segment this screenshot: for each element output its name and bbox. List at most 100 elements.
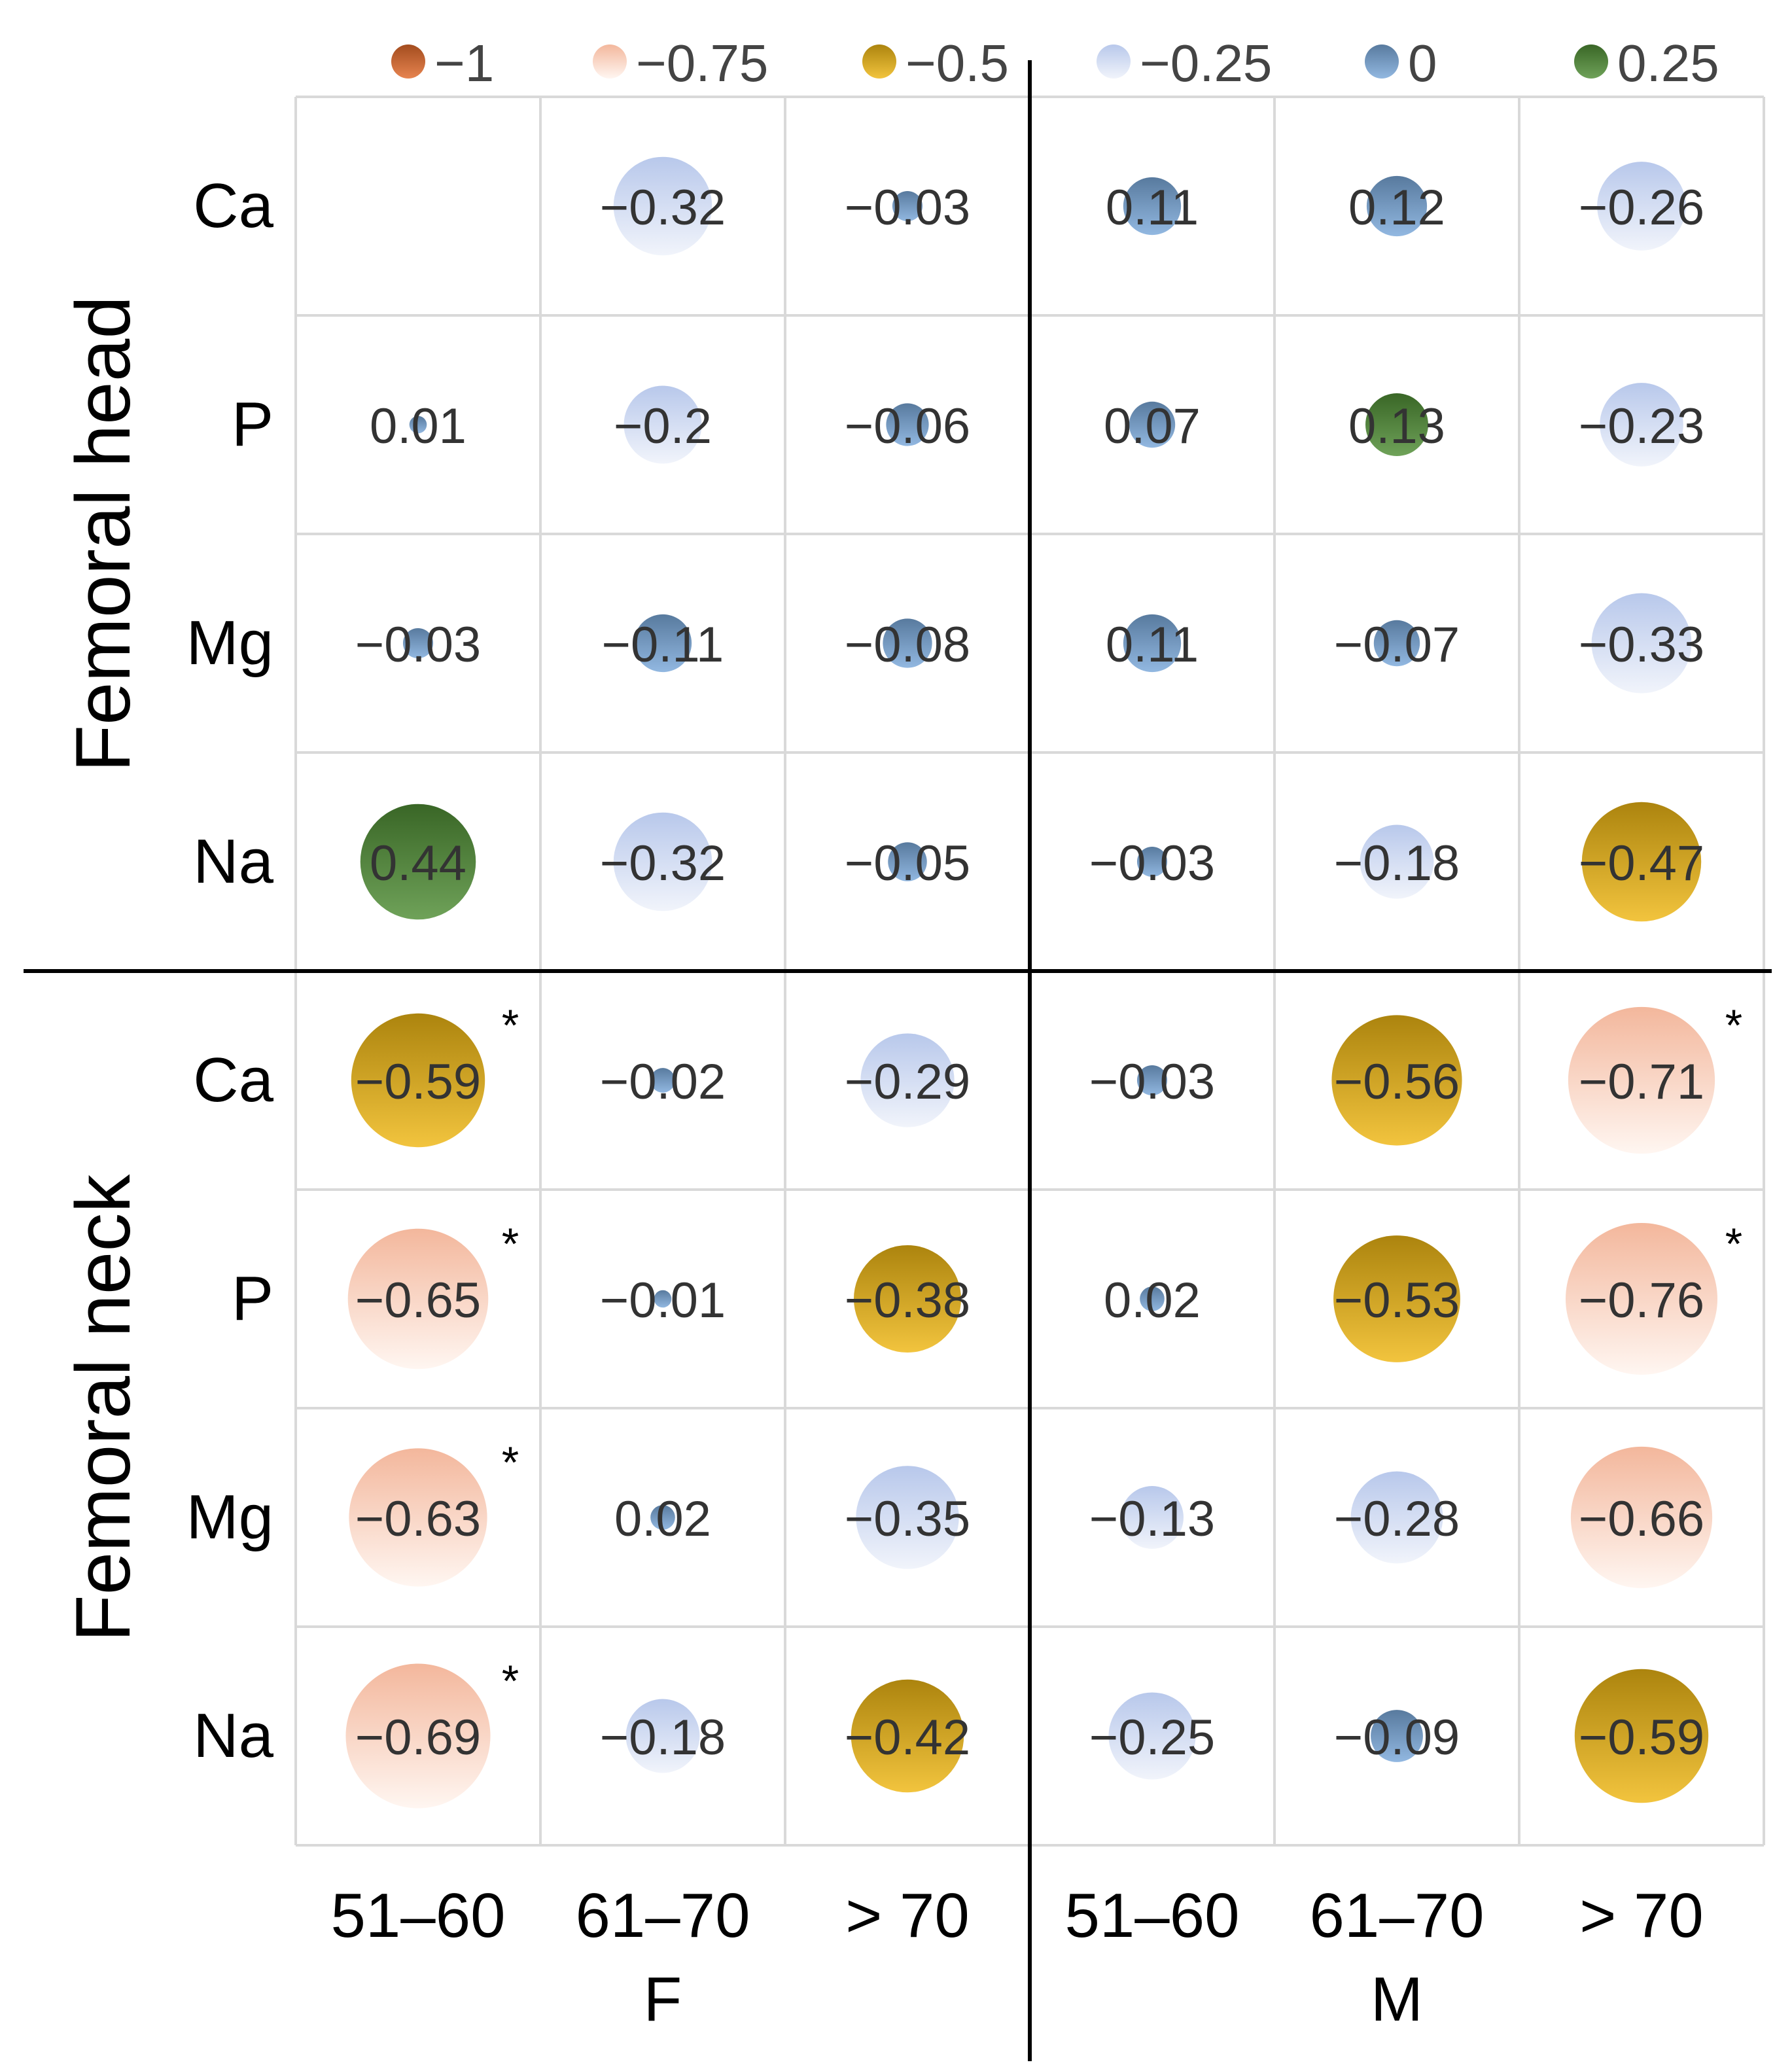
row-label-p: P <box>232 1264 273 1334</box>
column-group-label-f: F <box>644 1964 682 2034</box>
row-label-mg: Mg <box>186 1482 273 1552</box>
bubble <box>1350 1471 1443 1564</box>
cell-value-label: −0.47 <box>1579 836 1704 891</box>
cell-value-label: −0.08 <box>845 617 970 673</box>
bubble <box>1121 1486 1184 1549</box>
cell-value-label: 0.11 <box>1106 617 1199 673</box>
bubble <box>886 403 929 446</box>
cell-value-label: −0.71 <box>1579 1054 1704 1110</box>
bubble <box>1331 1015 1462 1146</box>
cell-value-label: −0.76 <box>1579 1273 1704 1328</box>
bubble <box>1371 1710 1423 1762</box>
cell-value-label: −0.02 <box>600 1054 726 1110</box>
cell-value-label: −0.25 <box>1089 1710 1215 1765</box>
cell-value-label: −0.42 <box>845 1710 970 1765</box>
legend-label: −0.75 <box>636 34 768 92</box>
column-label-61-70: 61–70 <box>1310 1881 1485 1951</box>
bubble <box>1360 824 1434 899</box>
bubble <box>633 614 692 673</box>
group-dividers <box>24 60 1772 2061</box>
bubble <box>351 1013 485 1148</box>
row-group-label-femoral-head: Femoral head <box>60 296 147 772</box>
cell-value-label: −0.03 <box>1089 836 1215 891</box>
cell-value-label: −0.69 <box>355 1710 481 1765</box>
cell-value-label: −0.23 <box>1579 398 1704 454</box>
labels-layer: −0.32 −0.03 0.11 0.12 −0.26 0.01 −0.2 −0.06 0.07… <box>60 171 1742 2034</box>
cell-value-label: 0.11 <box>1106 180 1199 236</box>
significance-marker: * <box>502 1438 519 1487</box>
bubble <box>654 1290 672 1308</box>
bubble <box>1570 1446 1713 1589</box>
legend-marker <box>1097 44 1131 79</box>
bubble <box>1568 1006 1715 1154</box>
bubble <box>1591 593 1692 694</box>
legend-marker <box>862 44 896 79</box>
bubble <box>853 1245 962 1353</box>
column-label-51-60: 51–60 <box>331 1881 506 1951</box>
cell-value-label: −0.32 <box>600 180 726 236</box>
cell-value-label: −0.59 <box>355 1054 481 1110</box>
bubble <box>409 416 427 434</box>
bubble <box>625 1699 700 1773</box>
cell-value-label: 0.02 <box>1104 1273 1201 1328</box>
bubble <box>1365 393 1428 456</box>
cell-value-label: −0.26 <box>1579 180 1704 236</box>
bubble <box>883 618 932 668</box>
cell-value-label: −0.38 <box>845 1273 970 1328</box>
cell-value-label: −0.28 <box>1334 1491 1460 1547</box>
cell-value-label: −0.06 <box>845 398 970 454</box>
bubble <box>892 190 923 222</box>
bubble <box>1600 383 1683 467</box>
bubble <box>888 842 927 881</box>
cell-value-label: −0.18 <box>1334 836 1460 891</box>
cell-value-label: 0.44 <box>370 836 466 891</box>
cell-value-label: −0.29 <box>845 1054 970 1110</box>
bubble <box>860 1033 955 1127</box>
bubble <box>613 812 712 912</box>
bubble <box>1136 1065 1168 1096</box>
legend-label: 0.25 <box>1617 34 1719 92</box>
cell-value-label: −0.65 <box>355 1273 481 1328</box>
bubble <box>1373 620 1420 667</box>
cell-value-label: −0.59 <box>1579 1710 1704 1765</box>
bubble <box>1574 1669 1709 1803</box>
bubble <box>851 1679 964 1793</box>
bubble <box>1581 802 1702 922</box>
column-label-61-70: 61–70 <box>576 1881 750 1951</box>
bubble <box>624 385 702 464</box>
column-label-70: > 70 <box>1579 1881 1704 1951</box>
cell-value-label: −0.56 <box>1334 1054 1460 1110</box>
bubble <box>402 628 434 659</box>
bubble <box>1140 1286 1165 1311</box>
significance-marker: * <box>502 1656 519 1706</box>
bubble <box>345 1663 491 1809</box>
cell-value-label: −0.33 <box>1579 617 1704 673</box>
cell-value-label: −0.03 <box>355 617 481 673</box>
cell-value-label: 0.02 <box>614 1491 711 1547</box>
bubble <box>1123 177 1182 236</box>
legend-marker <box>391 44 425 79</box>
cell-value-label: 0.12 <box>1348 180 1445 236</box>
significance-marker: * <box>502 1000 519 1050</box>
bubble <box>1566 1223 1717 1375</box>
legend-marker <box>1574 44 1608 79</box>
legend-label: −0.5 <box>905 34 1009 92</box>
row-label-mg: Mg <box>186 608 273 678</box>
bubble <box>1136 846 1168 877</box>
cell-value-label: −0.18 <box>600 1710 726 1765</box>
bubble <box>1597 162 1686 251</box>
cell-value-label: −0.11 <box>602 617 724 673</box>
bubble <box>347 1228 489 1370</box>
cell-value-label: 0.01 <box>370 398 466 454</box>
legend: −1 −0.75 −0.5 −0.25 0 0.25 <box>391 34 1719 92</box>
bubble <box>1366 175 1428 237</box>
bubble <box>1108 1692 1196 1780</box>
column-label-51-60: 51–60 <box>1065 1881 1240 1951</box>
cell-value-label: −0.03 <box>845 180 970 236</box>
cell-value-label: −0.13 <box>1089 1491 1215 1547</box>
legend-label: −1 <box>434 34 494 92</box>
bubbles-layer <box>345 156 1717 1809</box>
legend-marker <box>593 44 627 79</box>
cell-value-label: −0.35 <box>845 1491 970 1547</box>
